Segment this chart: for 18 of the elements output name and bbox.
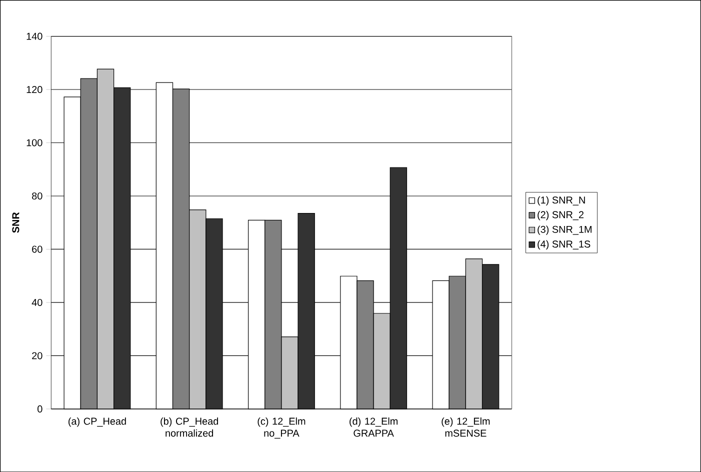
legend-label: (1) SNR_N [538,196,585,206]
x-tick-label: (b) CP_Head normalized [160,417,218,437]
x-tick-label: (d) 12_Elm GRAPPA [350,417,398,437]
y-axis-title: SNR [12,212,20,233]
x-tick-label: (c) 12_Elm no_PPA [258,417,306,438]
legend-label: (3) SNR_1M [538,226,592,235]
y-tick-label: 120 [26,86,42,93]
y-tick-label: 80 [32,192,42,200]
y-tick-label: 0 [38,405,42,412]
y-tick-label: 100 [26,139,42,146]
legend-label: (4) SNR_1S [538,240,590,250]
x-tick-label: (e) 12_Elm mSENSE [442,417,490,437]
legend-label: (2) SNR_2 [538,210,584,220]
y-tick-label: 40 [32,298,42,306]
x-tick-label: (a) CP_Head [68,417,126,427]
y-tick-label: 20 [32,352,42,360]
y-tick-label: 140 [26,32,42,40]
y-tick-label: 60 [32,246,42,253]
